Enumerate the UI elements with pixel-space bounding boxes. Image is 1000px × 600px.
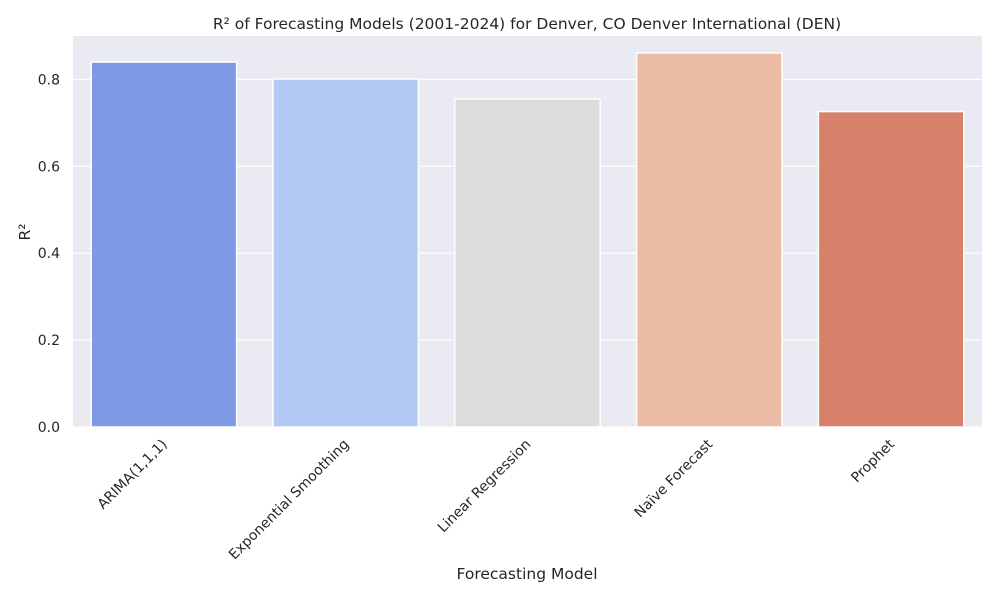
x-axis-label: Forecasting Model bbox=[456, 565, 597, 583]
x-tick-label: Exponential Smoothing bbox=[226, 437, 353, 564]
bar-2 bbox=[454, 98, 601, 428]
bars bbox=[90, 52, 965, 428]
y-axis-label: R² bbox=[16, 224, 34, 241]
bar-0 bbox=[90, 61, 238, 428]
chart-title: R² of Forecasting Models (2001-2024) for… bbox=[213, 15, 841, 33]
x-tick-label: Naïve Forecast bbox=[632, 436, 717, 521]
x-tick-label: ARIMA(1,1,1) bbox=[95, 437, 171, 513]
y-tick-label: 0.2 bbox=[38, 333, 60, 349]
x-axis-ticks: ARIMA(1,1,1) Exponential Smoothing Linear … bbox=[95, 436, 899, 563]
y-tick-label: 0.6 bbox=[38, 159, 60, 175]
x-tick-label: Prophet bbox=[848, 436, 898, 486]
bar-1 bbox=[272, 78, 420, 428]
y-tick-label: 0.0 bbox=[38, 420, 60, 436]
x-tick-label: Linear Regression bbox=[435, 437, 534, 536]
bar-3 bbox=[635, 52, 783, 428]
y-tick-label: 0.4 bbox=[38, 246, 60, 262]
y-axis-ticks: 0.0 0.2 0.4 0.6 0.8 bbox=[38, 72, 60, 436]
y-tick-label: 0.8 bbox=[38, 72, 60, 88]
bar-4 bbox=[817, 110, 965, 428]
